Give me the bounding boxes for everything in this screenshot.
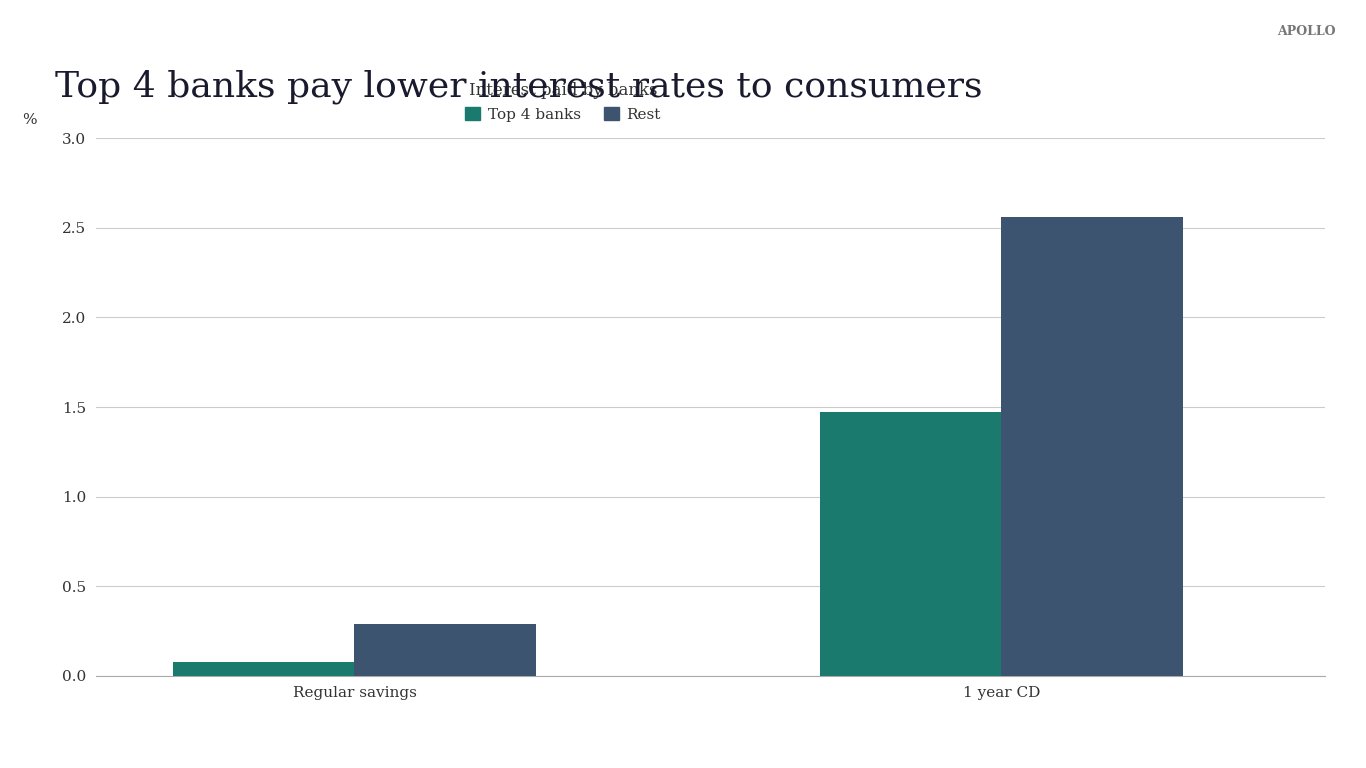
Bar [173,661,354,676]
Text: %: % [22,114,37,127]
Text: Top 4 banks pay lower interest rates to consumers: Top 4 banks pay lower interest rates to … [55,69,982,104]
Bar [354,624,535,676]
Bar [1001,217,1183,676]
Text: APOLLO: APOLLO [1277,25,1336,38]
Legend: Top 4 banks, Rest: Top 4 banks, Rest [459,76,667,128]
Bar [821,412,1001,676]
